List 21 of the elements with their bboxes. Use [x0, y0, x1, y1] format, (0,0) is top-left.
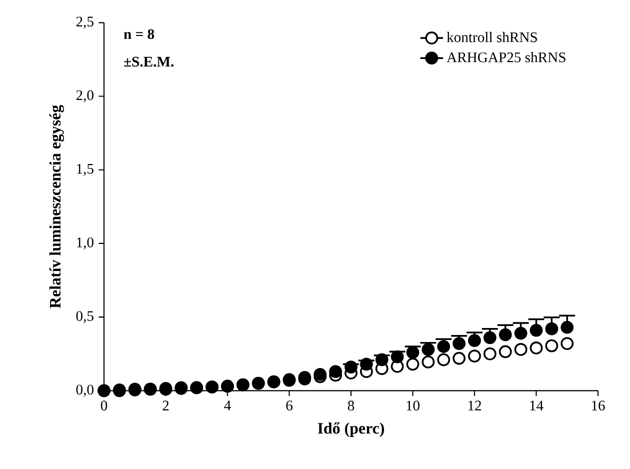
y-axis-title: Relatív lumineszcencia egység: [49, 104, 64, 308]
x-tick-label: 6: [286, 400, 292, 410]
x-tick-label: 2: [162, 400, 169, 410]
annotation: ±S.E.M.: [124, 56, 174, 67]
x-axis-title: Idő (perc): [318, 422, 384, 437]
y-tick-label: 2,0: [76, 90, 94, 102]
y-tick-label: 1,5: [77, 164, 94, 176]
x-tick-label: 4: [224, 400, 231, 410]
x-tick-label: 0: [100, 400, 108, 411]
legend-label: kontroll shRNS: [446, 32, 537, 42]
y-tick-label: 2,5: [76, 16, 94, 29]
x-tick-label: 12: [468, 400, 481, 410]
x-tick-label: 10: [406, 400, 420, 411]
y-tick-label: 1,0: [77, 237, 94, 250]
annotation: n = 8: [124, 29, 154, 40]
x-tick-label: 14: [530, 400, 544, 410]
y-tick-label: 0,0: [76, 384, 94, 397]
legend-label: ARHGAP25 shRNS: [446, 52, 566, 62]
x-tick-label: 16: [592, 400, 605, 410]
x-tick-label: 8: [348, 400, 354, 411]
y-tick-label: 0,5: [76, 311, 94, 324]
